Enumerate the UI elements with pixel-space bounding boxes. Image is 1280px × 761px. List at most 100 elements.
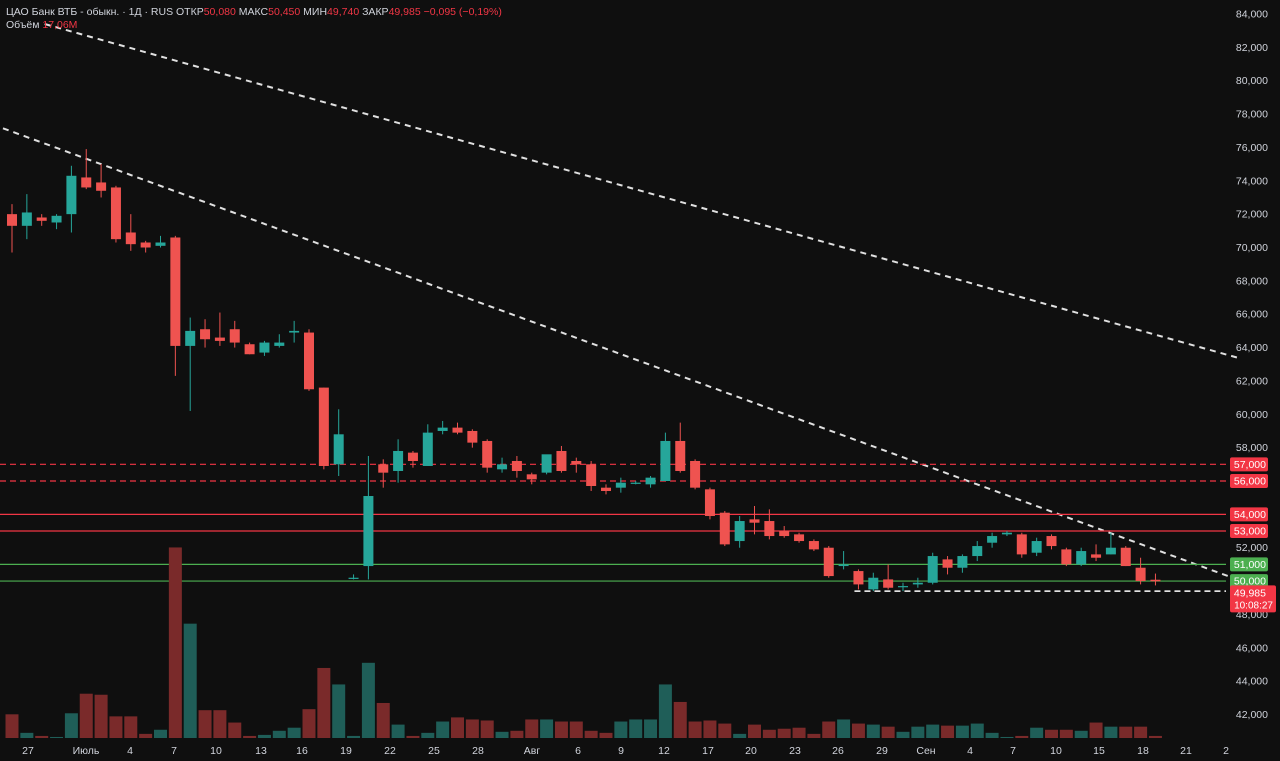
last-price-badge <box>1230 585 1276 613</box>
close-label: ЗАКР <box>362 6 389 18</box>
last-price-label: 49,985 <box>1234 587 1266 599</box>
volume-value: 17,06M <box>42 19 78 31</box>
level-price-label: 56,000 <box>1234 476 1266 488</box>
candle-body <box>1001 532 1012 535</box>
change-value: −0,095 (−0,19%) <box>423 6 502 18</box>
time-tick-label: 7 <box>1010 745 1016 757</box>
volume-bar <box>139 733 153 738</box>
candle-body <box>422 432 433 466</box>
candle-body <box>511 460 522 471</box>
candle-body <box>630 482 641 484</box>
candle-body <box>1105 547 1116 555</box>
candle-body <box>615 482 626 488</box>
level-price-label-box <box>1230 557 1268 572</box>
symbol-title[interactable]: ЦАО Банк ВТБ - обыкн. · 1Д · RUS <box>6 6 174 18</box>
volume-bar <box>629 719 643 738</box>
price-tick-label: 60,000 <box>1236 409 1268 421</box>
high-value: 50,450 <box>268 6 301 18</box>
time-tick-label: 2 <box>1223 745 1229 757</box>
volume-label[interactable]: Объём <box>6 19 40 31</box>
candles-layer <box>7 149 1161 592</box>
candle-body <box>912 582 923 585</box>
volume-bar <box>941 725 955 738</box>
time-tick-label: 19 <box>340 745 352 757</box>
price-tick-label: 68,000 <box>1236 275 1268 287</box>
volume-bar <box>822 721 836 738</box>
candle-body <box>898 586 908 588</box>
volume-bar <box>985 732 999 738</box>
candle-body <box>541 454 552 473</box>
candle-body <box>1120 547 1131 567</box>
candle-body <box>155 242 166 246</box>
candle-body <box>393 450 404 471</box>
candle-body <box>7 214 17 226</box>
volume-bar <box>1104 726 1118 738</box>
level-price-label-box <box>1230 474 1268 488</box>
candle-body <box>482 440 493 468</box>
volume-bar <box>703 720 717 738</box>
volume-bar <box>1089 722 1103 738</box>
volume-bar <box>658 684 672 738</box>
time-axis[interactable]: 27 Июль 4 7 10 13 16 19 22 25 28 Авг 6 9 12 17 20 23 26 29 С… <box>22 745 1229 757</box>
candle-body <box>719 512 730 545</box>
candle-body <box>823 547 834 577</box>
time-tick-label: Авг <box>524 745 541 757</box>
candle-body <box>348 577 359 579</box>
candle-body <box>140 242 151 248</box>
candle-body <box>556 450 567 471</box>
time-tick-label: 29 <box>876 745 888 757</box>
candle-body <box>734 521 745 542</box>
price-tick-label: 66,000 <box>1236 309 1268 321</box>
volume-bar <box>391 724 405 738</box>
volume-bar <box>347 735 361 738</box>
candle-body <box>229 329 240 343</box>
candle-body <box>1031 541 1042 553</box>
candle-body <box>853 571 864 585</box>
candle-body <box>1091 554 1102 558</box>
candle-body <box>497 464 508 470</box>
volume-bar <box>480 720 494 738</box>
candle-body <box>942 559 953 568</box>
candle-body <box>110 187 121 240</box>
time-tick-label: 26 <box>832 745 844 757</box>
trendline-2 <box>44 23 1238 359</box>
candle-body <box>838 564 849 567</box>
time-tick-label: 12 <box>658 745 670 757</box>
volume-bar <box>525 719 539 738</box>
volume-bar <box>317 667 331 738</box>
time-tick-label: 7 <box>171 745 177 757</box>
time-tick-label: 22 <box>384 745 396 757</box>
time-tick-label: 21 <box>1180 745 1192 757</box>
price-tick-label: 74,000 <box>1236 175 1268 187</box>
level-price-label: 51,000 <box>1234 559 1266 571</box>
price-tick-label: 58,000 <box>1236 442 1268 454</box>
candle-body <box>407 452 418 461</box>
volume-bar <box>955 725 969 738</box>
volume-bar <box>510 730 524 738</box>
time-tick-label: 28 <box>472 745 484 757</box>
volume-bar <box>733 733 747 738</box>
candle-body <box>586 464 597 487</box>
volume-bar <box>1045 729 1058 738</box>
volume-bar <box>154 729 167 738</box>
candle-body <box>363 496 374 567</box>
time-tick-label: 10 <box>1050 745 1062 757</box>
volume-bar <box>302 709 316 738</box>
volume-bar <box>5 714 19 738</box>
candle-body <box>957 556 968 568</box>
volume-bar <box>1059 729 1073 738</box>
volume-bar <box>168 547 182 738</box>
candle-body <box>526 474 537 480</box>
candle-body <box>675 440 686 471</box>
candle-body <box>51 215 62 223</box>
low-label: МИН <box>303 6 328 18</box>
volume-bar <box>1148 735 1162 738</box>
price-tick-label: 64,000 <box>1236 342 1268 354</box>
volume-bar <box>332 684 346 738</box>
volume-bar <box>644 719 658 738</box>
price-tick-label: 42,000 <box>1236 709 1268 721</box>
legend-volume-row: Объём 17,06M <box>6 19 502 32</box>
candle-body <box>214 337 225 341</box>
volume-bar <box>272 730 286 738</box>
